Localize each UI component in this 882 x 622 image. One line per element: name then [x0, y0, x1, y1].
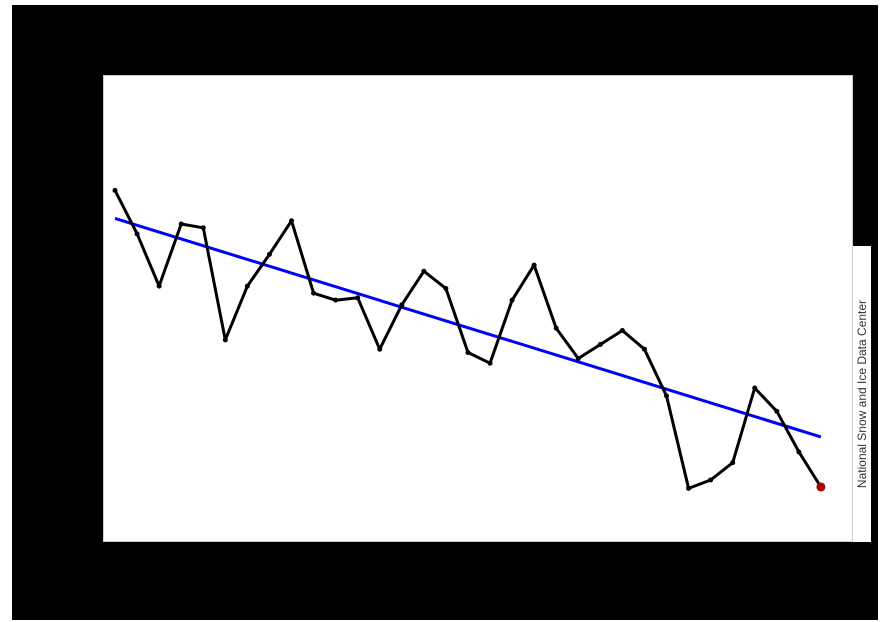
data-point — [774, 408, 780, 414]
data-point — [289, 218, 294, 224]
data-point — [641, 346, 647, 352]
data-point — [752, 385, 758, 391]
data-point — [244, 283, 250, 289]
data-point — [708, 477, 714, 483]
series-line — [113, 189, 823, 490]
data-point — [222, 337, 228, 343]
data-point — [796, 449, 802, 455]
data-point — [156, 283, 162, 289]
data-point — [465, 349, 471, 355]
data-point — [575, 356, 581, 362]
data-point — [686, 485, 692, 491]
data-point — [200, 225, 206, 231]
data-point — [112, 187, 118, 193]
data-point — [553, 325, 559, 331]
credit-box: National Snow and Ice Data Center — [853, 246, 871, 542]
data-point — [509, 297, 515, 303]
data-point — [399, 302, 405, 308]
chart-svg — [112, 187, 826, 492]
trend-line — [114, 217, 822, 439]
plot-area — [103, 75, 853, 542]
data-point — [597, 342, 603, 348]
data-point — [730, 460, 736, 466]
data-point — [487, 360, 493, 366]
data-point — [377, 346, 383, 352]
data-point — [134, 231, 140, 237]
latest-data-point — [816, 482, 826, 492]
data-point — [531, 262, 537, 268]
data-point — [421, 268, 427, 274]
data-point — [443, 285, 449, 291]
data-point — [355, 295, 361, 301]
data-point — [333, 297, 339, 303]
data-point — [311, 290, 317, 296]
data-point — [664, 393, 669, 399]
data-point — [619, 328, 625, 334]
data-point — [178, 221, 184, 227]
data-point — [266, 251, 272, 257]
source-credit: National Snow and Ice Data Center — [855, 299, 869, 489]
